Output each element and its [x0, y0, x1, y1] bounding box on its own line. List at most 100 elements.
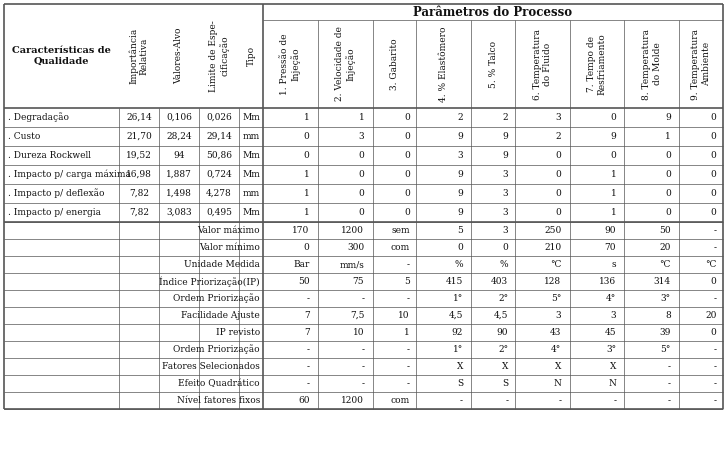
Text: 1: 1 [611, 189, 616, 198]
Text: Índice Priorização(IP): Índice Priorização(IP) [159, 276, 260, 287]
Text: 1200: 1200 [342, 226, 364, 235]
Text: X: X [457, 362, 463, 371]
Text: Tipo: Tipo [246, 46, 255, 66]
Text: °C: °C [550, 260, 561, 269]
Text: -: - [307, 345, 310, 354]
Text: 4,5: 4,5 [449, 311, 463, 320]
Text: 0: 0 [404, 170, 410, 179]
Text: -: - [713, 396, 716, 405]
Text: sem: sem [391, 226, 410, 235]
Text: 0: 0 [711, 328, 716, 337]
Text: -: - [713, 362, 716, 371]
Text: Unidade Medida: Unidade Medida [184, 260, 260, 269]
Text: 0: 0 [665, 189, 671, 198]
Text: 0,724: 0,724 [206, 170, 232, 179]
Text: 5°: 5° [661, 345, 671, 354]
Text: 0: 0 [711, 277, 716, 286]
Text: Valor máximo: Valor máximo [197, 226, 260, 235]
Text: 0: 0 [611, 151, 616, 160]
Text: 5: 5 [404, 277, 410, 286]
Text: 0,495: 0,495 [206, 208, 232, 217]
Text: 26,14: 26,14 [126, 113, 152, 122]
Text: com: com [390, 243, 410, 252]
Text: 0: 0 [711, 208, 716, 217]
Text: 21,70: 21,70 [126, 132, 152, 141]
Text: Importância
Relativa: Importância Relativa [129, 28, 149, 84]
Text: 9: 9 [457, 132, 463, 141]
Text: -: - [361, 362, 364, 371]
Text: 0: 0 [555, 189, 561, 198]
Text: 43: 43 [550, 328, 561, 337]
Text: 0,026: 0,026 [206, 113, 232, 122]
Text: N: N [553, 379, 561, 388]
Text: 3: 3 [502, 208, 508, 217]
Text: 0: 0 [711, 170, 716, 179]
Text: 403: 403 [491, 277, 508, 286]
Text: 9: 9 [502, 132, 508, 141]
Text: -: - [407, 294, 410, 303]
Text: -: - [407, 260, 410, 269]
Text: Efeito Quadrático: Efeito Quadrático [178, 379, 260, 388]
Text: 314: 314 [654, 277, 671, 286]
Text: 0: 0 [502, 243, 508, 252]
Text: 7: 7 [304, 328, 310, 337]
Text: . Impacto p/ carga máxima: . Impacto p/ carga máxima [8, 170, 131, 179]
Text: 1: 1 [304, 208, 310, 217]
Text: 1200: 1200 [342, 396, 364, 405]
Text: 1,498: 1,498 [166, 189, 192, 198]
Text: 6. Temperatura
do Fluido: 6. Temperatura do Fluido [533, 28, 552, 99]
Text: Mm: Mm [242, 208, 260, 217]
Text: 0: 0 [611, 113, 616, 122]
Text: 9: 9 [457, 208, 463, 217]
Text: Ordem Priorização: Ordem Priorização [173, 345, 260, 355]
Text: 90: 90 [497, 328, 508, 337]
Text: 3: 3 [556, 311, 561, 320]
Text: -: - [713, 345, 716, 354]
Text: . Dureza Rockwell: . Dureza Rockwell [8, 151, 91, 160]
Text: °C: °C [705, 260, 716, 269]
Text: 1: 1 [304, 170, 310, 179]
Text: Bar: Bar [293, 260, 310, 269]
Text: Ordem Priorização: Ordem Priorização [173, 293, 260, 303]
Text: 3: 3 [457, 151, 463, 160]
Text: 0: 0 [665, 151, 671, 160]
Text: -: - [668, 379, 671, 388]
Text: Mm: Mm [242, 113, 260, 122]
Text: 9. Temperatura
Ambiente: 9. Temperatura Ambiente [691, 28, 711, 99]
Text: -: - [407, 345, 410, 354]
Text: 70: 70 [605, 243, 616, 252]
Text: 2: 2 [502, 113, 508, 122]
Text: 1: 1 [665, 132, 671, 141]
Text: Fatores Selecionados: Fatores Selecionados [162, 362, 260, 371]
Text: 0: 0 [304, 243, 310, 252]
Text: -: - [713, 226, 716, 235]
Text: 0: 0 [404, 189, 410, 198]
Text: -: - [713, 294, 716, 303]
Text: 7,82: 7,82 [129, 208, 149, 217]
Text: 0: 0 [358, 208, 364, 217]
Text: 3: 3 [556, 113, 561, 122]
Text: 1: 1 [304, 189, 310, 198]
Text: 0: 0 [711, 132, 716, 141]
Text: -: - [668, 362, 671, 371]
Text: %: % [454, 260, 463, 269]
Text: 19,52: 19,52 [126, 151, 152, 160]
Text: 9: 9 [611, 132, 616, 141]
Text: 3°: 3° [606, 345, 616, 354]
Text: 4°: 4° [606, 294, 616, 303]
Text: 0: 0 [555, 151, 561, 160]
Text: 3: 3 [502, 170, 508, 179]
Text: -: - [307, 294, 310, 303]
Text: 250: 250 [545, 226, 561, 235]
Text: 0: 0 [358, 189, 364, 198]
Text: . Impacto p/ energia: . Impacto p/ energia [8, 208, 101, 217]
Text: Limite de Espe-
cificação: Limite de Espe- cificação [209, 20, 229, 92]
Text: 5°: 5° [551, 294, 561, 303]
Text: Valores-Alvo: Valores-Alvo [174, 28, 183, 84]
Text: -: - [613, 396, 616, 405]
Text: 10: 10 [353, 328, 364, 337]
Text: 20: 20 [659, 243, 671, 252]
Text: 16,98: 16,98 [126, 170, 152, 179]
Text: 3°: 3° [661, 294, 671, 303]
Text: 7: 7 [304, 311, 310, 320]
